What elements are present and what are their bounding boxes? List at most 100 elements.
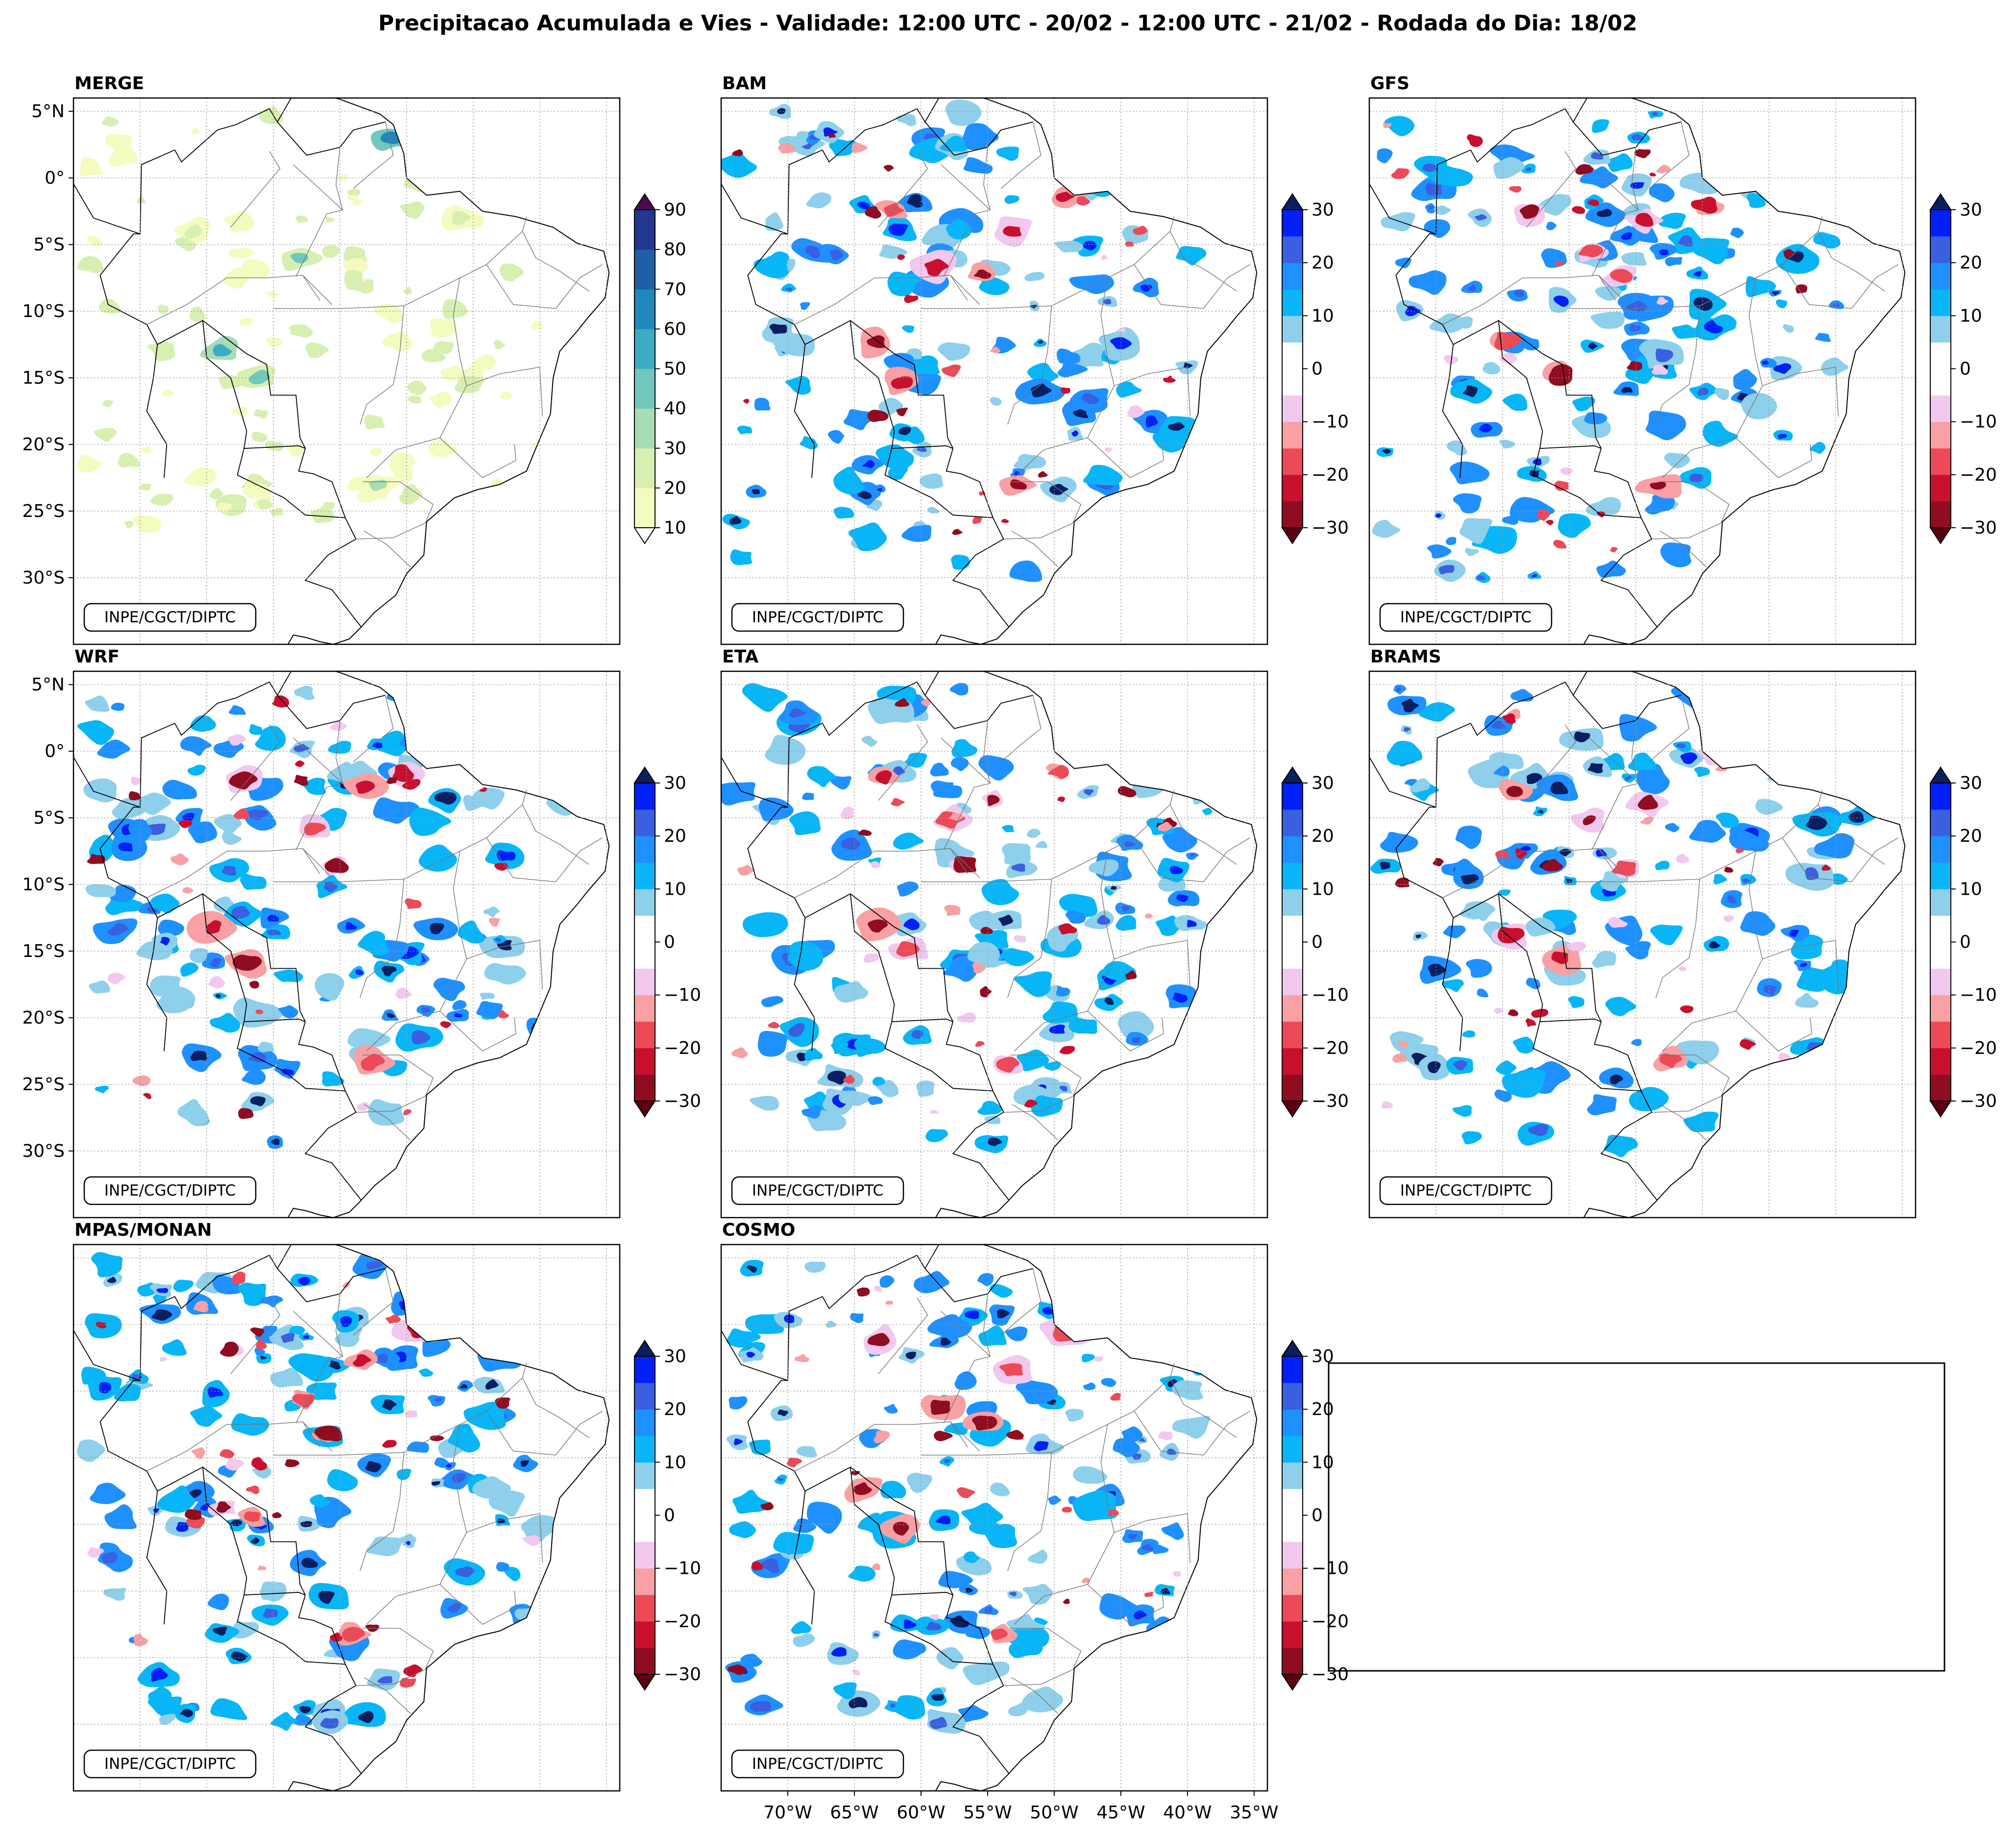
bias-negative-core bbox=[875, 770, 892, 785]
bias-negative-core bbox=[1497, 927, 1525, 944]
bias-positive-core bbox=[857, 201, 871, 210]
lat-tick-label: 5°S bbox=[33, 235, 65, 255]
bias-positive-core bbox=[1404, 727, 1410, 732]
bias-positive-patch bbox=[963, 1662, 1010, 1686]
bias-negative-core bbox=[229, 771, 258, 790]
bias-positive-patch bbox=[418, 844, 457, 872]
bias-positive-core bbox=[412, 1030, 431, 1045]
bias-negative-patch bbox=[522, 1535, 540, 1546]
bias-positive-patch bbox=[981, 879, 1020, 905]
colorbar-bin bbox=[1282, 289, 1303, 316]
bias-negative-patch bbox=[182, 887, 194, 894]
ocean-mask bbox=[721, 671, 1267, 1218]
colorbar-tick-label: −30 bbox=[1960, 1091, 1997, 1111]
colorbar-bin bbox=[1282, 862, 1303, 889]
bias-positive-patch bbox=[1377, 148, 1393, 164]
bias-negative-patch bbox=[251, 1457, 267, 1471]
bias-positive-core bbox=[903, 1619, 917, 1629]
bias-positive-core bbox=[1110, 337, 1132, 349]
bias-negative-patch bbox=[1158, 1431, 1173, 1441]
bias-negative-patch bbox=[1740, 1039, 1756, 1050]
bias-positive-patch bbox=[1022, 1584, 1053, 1605]
state-border bbox=[522, 231, 589, 292]
bias-negative-core bbox=[206, 920, 221, 934]
country-border bbox=[237, 445, 345, 518]
bias-negative-patch bbox=[295, 760, 305, 767]
bias-negative-core bbox=[1691, 196, 1718, 214]
state-border bbox=[302, 275, 320, 301]
colorbar-bin bbox=[1282, 1462, 1303, 1489]
colorbar-bin bbox=[1282, 1489, 1303, 1516]
bias-negative-patch bbox=[1062, 1507, 1072, 1513]
bias-positive-core bbox=[1727, 895, 1737, 904]
map-frame bbox=[1368, 97, 1917, 645]
bias-negative-patch bbox=[944, 905, 961, 916]
colorbar-bin bbox=[1282, 1048, 1303, 1075]
bias-positive-core bbox=[1629, 324, 1641, 332]
bias-positive-core bbox=[1009, 1591, 1017, 1597]
bias-positive-patch bbox=[1694, 766, 1710, 777]
bias-positive-core bbox=[1082, 392, 1099, 404]
bias-negative-patch bbox=[233, 808, 249, 819]
credit-text: INPE/CGCT/DIPTC bbox=[752, 1755, 883, 1773]
credit-box: INPE/CGCT/DIPTC bbox=[83, 1176, 257, 1205]
precip-patch bbox=[174, 237, 196, 252]
colorbar-tick-label: 40 bbox=[664, 399, 686, 419]
precip-patch bbox=[158, 304, 169, 314]
bias-positive-patch bbox=[1056, 986, 1070, 997]
map-area bbox=[73, 1245, 620, 1791]
bias-positive-patch bbox=[90, 1483, 126, 1504]
colorbar-bin bbox=[634, 1515, 655, 1542]
country-border bbox=[884, 1018, 993, 1092]
bias-negative-core bbox=[304, 823, 326, 836]
state-border bbox=[878, 1297, 928, 1374]
bias-negative-patch bbox=[385, 1314, 401, 1324]
state-border bbox=[1631, 720, 1639, 783]
bias-positive-core bbox=[911, 1030, 923, 1039]
bias-positive-core bbox=[1597, 209, 1612, 217]
bias-positive-patch bbox=[1493, 157, 1525, 179]
colorbar-bin bbox=[1930, 210, 1951, 237]
bias-positive-core bbox=[1625, 776, 1632, 781]
country-border bbox=[157, 893, 306, 1022]
colorbar-tick-label: 30 bbox=[1312, 200, 1334, 220]
bias-negative-patch bbox=[1723, 915, 1734, 923]
bias-positive-patch bbox=[1546, 221, 1556, 230]
bias-negative-patch bbox=[1397, 1041, 1408, 1048]
state-border bbox=[1658, 1054, 1730, 1097]
bias-negative-patch bbox=[1093, 1356, 1103, 1362]
bias-positive-patch bbox=[368, 1099, 405, 1126]
colorbar-bin bbox=[634, 1048, 655, 1075]
bias-negative-patch bbox=[972, 962, 986, 974]
state-border bbox=[1658, 481, 1730, 523]
bias-positive-patch bbox=[1121, 1426, 1143, 1443]
bias-negative-core bbox=[219, 1342, 239, 1357]
bias-positive-core bbox=[769, 323, 787, 334]
bias-positive-core bbox=[1073, 409, 1089, 418]
bias-positive-core bbox=[231, 906, 250, 919]
precip-patch bbox=[531, 321, 543, 330]
bias-positive-patch bbox=[1014, 459, 1027, 469]
bias-negative-patch bbox=[403, 1109, 412, 1116]
bias-positive-patch bbox=[943, 955, 979, 982]
map-area bbox=[721, 671, 1267, 1218]
map-area bbox=[73, 671, 620, 1218]
country-border bbox=[1532, 1018, 1641, 1092]
bias-negative-core bbox=[1579, 245, 1603, 258]
bias-positive-patch bbox=[806, 1501, 842, 1534]
panel-bam: BAM INPE/CGCT/DIPTC −30 −20 −10 0 10 20 30 bbox=[720, 73, 1349, 645]
bias-positive-patch bbox=[366, 1536, 402, 1557]
bias-positive-core bbox=[1537, 809, 1544, 814]
bias-positive-patch bbox=[894, 1695, 925, 1720]
lon-tick-label: 65°W bbox=[830, 1803, 878, 1823]
bias-negative-patch bbox=[1502, 713, 1516, 724]
bias-positive-patch bbox=[1489, 752, 1524, 771]
bias-negative-patch bbox=[1467, 134, 1483, 147]
map-area bbox=[73, 98, 620, 644]
bias-positive-patch bbox=[458, 920, 485, 944]
precip-patch bbox=[338, 174, 348, 181]
state-border bbox=[1526, 724, 1577, 801]
bias-negative-patch bbox=[404, 898, 422, 909]
bias-positive-patch bbox=[315, 973, 344, 1001]
bias-positive-patch bbox=[207, 1593, 229, 1611]
